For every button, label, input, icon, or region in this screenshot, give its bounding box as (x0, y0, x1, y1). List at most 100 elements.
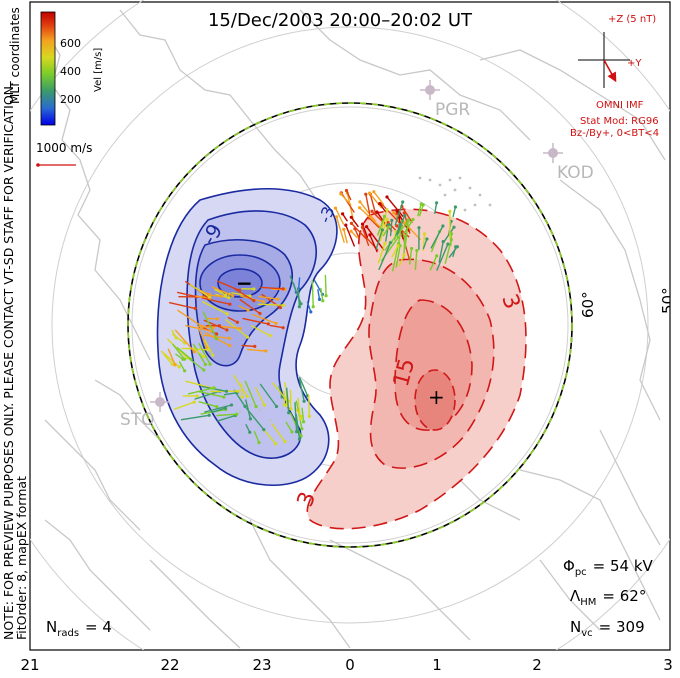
velocity-vector-origin (386, 218, 389, 221)
stats-block: Φpc= 54 kV ΛHM= 62° Nvc= 309 (563, 557, 654, 639)
velocity-vector-origin (276, 298, 279, 301)
colorbar-tick-600: 600 (60, 37, 81, 50)
velocity-vector-origin (275, 405, 278, 408)
velocity-vector-origin (216, 317, 219, 320)
velocity-vector-origin (378, 202, 381, 205)
velocity-vector-origin (183, 369, 186, 372)
velocity-vector-origin (422, 203, 425, 206)
velocity-vector-origin (450, 238, 453, 241)
velocity-vector-origin (209, 363, 212, 366)
nvc-stat: Nvc= 309 (570, 618, 645, 639)
velocity-vector-origin (175, 336, 178, 339)
mlt-axis: 21 22 23 0 1 2 3 (20, 656, 672, 674)
velocity-vector-origin (228, 337, 231, 340)
velocity-vector-origin (344, 224, 347, 227)
velocity-vector-origin (173, 363, 176, 366)
plot-frame (30, 2, 670, 650)
mlt-tick-1: 1 (432, 656, 442, 674)
velocity-vector-origin (218, 324, 221, 327)
velocity-vector-origin (385, 208, 388, 211)
potential-maximum-marker: + (428, 385, 445, 409)
colorbar-tick-200: 200 (60, 93, 81, 106)
velocity-vector-origin (383, 242, 386, 245)
velocity-vector-origin (300, 434, 303, 437)
velocity-vector-origin (248, 431, 251, 434)
velocity-vector-origin (392, 211, 395, 214)
velocity-vector-origin (194, 307, 197, 310)
velocity-vector-origin (342, 228, 345, 231)
velocity-vector-origin (208, 414, 211, 417)
velocity-vector-origin (300, 427, 303, 430)
velocity-vector-origin (213, 386, 216, 389)
velocity-vector-origin (226, 312, 229, 315)
velocity-vector-origin (411, 218, 414, 221)
velocity-vector-origin (368, 233, 371, 236)
velocity-vector-origin (235, 413, 238, 416)
mlt-tick-0: 0 (345, 656, 355, 674)
velocity-vector (242, 384, 243, 397)
velocity-vector-origin (372, 190, 375, 193)
velocity-vector-origin (435, 201, 438, 204)
velocity-vector-origin (279, 306, 282, 309)
station-label-pgr: PGR (435, 100, 470, 120)
imf-scale-label: +Z (5 nT) (608, 14, 656, 25)
velocity-vector-origin (171, 363, 174, 366)
velocity-vector-origin (225, 328, 228, 331)
velocity-vector-origin (253, 345, 256, 348)
velocity-vector-origin (368, 192, 371, 195)
imf-model: Stat Mod: RG96 (580, 116, 659, 127)
velocity-vector-origin (231, 294, 234, 297)
velocity-vector-origin (243, 405, 246, 408)
velocity-vector-origin (228, 344, 231, 347)
velocity-vector-origin (239, 327, 242, 330)
velocity-vector-origin (211, 354, 214, 357)
velocity-vector-origin (452, 226, 455, 229)
velocity-vector-origin (289, 407, 292, 410)
velocity-vector-origin (350, 230, 353, 233)
velocity-vector-origin (237, 390, 240, 393)
velocity-vector-origin (220, 295, 223, 298)
velocity-vector-origin (249, 417, 252, 420)
velocity-vector-origin (423, 232, 426, 235)
velocity-vector-origin (302, 420, 305, 423)
velocity-vector-origin (255, 405, 258, 408)
velocity-vector-origin (298, 438, 301, 441)
mlt-tick-3: 3 (663, 656, 673, 674)
velocity-vector-origin (303, 400, 306, 403)
velocity-vector-origin (274, 442, 277, 445)
station-label-kod: KOD (557, 163, 594, 183)
velocity-vector (258, 304, 283, 305)
velocity-vector-origin (407, 220, 410, 223)
velocity-vector-origin (410, 247, 413, 250)
velocity-vector-origin (257, 441, 260, 444)
velocity-vector-origin (341, 212, 344, 215)
velocity-vector-origin (204, 363, 207, 366)
velocity-vector (242, 346, 255, 347)
map-title: 15/Dec/2003 20:00–20:02 UT (208, 10, 473, 31)
velocity-vector-origin (262, 428, 265, 431)
velocity-vector-origin (290, 430, 293, 433)
velocity-vector-origin (246, 395, 249, 398)
velocity-vector-origin (224, 407, 227, 410)
velocity-vector (207, 318, 218, 319)
velocity-vector-origin (230, 403, 233, 406)
velocity-vector (299, 278, 300, 289)
velocity-vector-origin (283, 440, 286, 443)
velocity-vector-origin (318, 298, 321, 301)
velocity-vector-origin (269, 334, 272, 337)
velocity-vector-origin (252, 287, 255, 290)
velocity-vector-origin (224, 294, 227, 297)
velocity-vector-origin (193, 350, 196, 353)
velocity-vector-origin (339, 192, 342, 195)
velocity-vector (210, 295, 222, 296)
velocity-vector-origin (287, 411, 290, 414)
velocity-vector-origin (264, 349, 267, 352)
velocity-vector-origin (263, 404, 266, 407)
velocity-vector-origin (258, 312, 261, 315)
velocity-vector-origin (262, 300, 265, 303)
velocity-vector-origin (361, 226, 364, 229)
velocity-vector-origin (193, 401, 196, 404)
velocity-vector-origin (282, 304, 285, 307)
velocity-vector-origin (387, 226, 390, 229)
velocity-vector-origin (247, 309, 250, 312)
